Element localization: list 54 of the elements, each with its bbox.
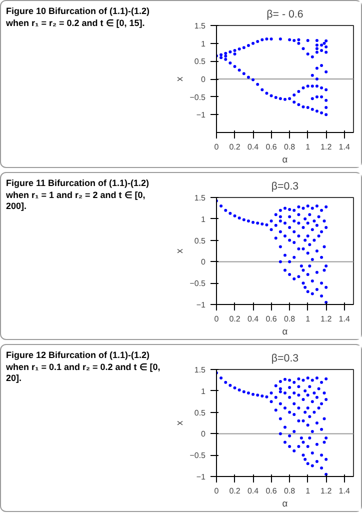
y-axis-title: x xyxy=(174,420,185,426)
x-tick-label: 1.4 xyxy=(338,486,350,496)
y-tick-label: 1.5 xyxy=(194,22,206,30)
y-axis-title: x xyxy=(174,76,185,82)
x-tick-label: 0.6 xyxy=(266,314,278,324)
caption: Figure 10 Bifurcation of (1.1)-(1.2) when r₁ = r₂ = 0.2 and t ∈ [0, 15]. xyxy=(6,6,151,30)
caption: Figure 12 Bifurcation of (1.1)-(1.2) when r₁ = 0.1 and r₂ = 0.2 and t ∈ [0, 20]. xyxy=(6,350,162,386)
x-axis-title: α xyxy=(282,154,288,164)
x-tick-label: 1.4 xyxy=(338,314,350,324)
x-tick-label: 0.6 xyxy=(266,142,278,152)
y-tick-label: 1 xyxy=(201,214,206,224)
chart-title: β=0.3 xyxy=(271,180,299,192)
y-tick-label: 1.5 xyxy=(194,194,206,202)
x-axis-title: α xyxy=(282,498,288,508)
x-tick-label: 1.4 xyxy=(338,142,350,152)
y-tick-label: 0 xyxy=(201,75,206,84)
x-tick-label: 0.8 xyxy=(284,142,296,152)
x-tick-label: 0 xyxy=(214,486,220,496)
y-tick-label: −1 xyxy=(196,300,206,310)
y-tick-label: 0 xyxy=(201,258,206,267)
y-tick-label: 1 xyxy=(201,386,206,396)
y-tick-label: 0 xyxy=(201,430,206,439)
x-tick-label: 1.2 xyxy=(320,314,332,324)
x-tick-label: 1.2 xyxy=(320,142,332,152)
y-tick-label: 1 xyxy=(201,39,206,48)
x-tick-label: 1.2 xyxy=(320,486,332,496)
x-tick-label: 0.2 xyxy=(229,314,241,324)
x-tick-label: 0 xyxy=(214,142,220,152)
y-tick-label: −0.5 xyxy=(190,451,206,460)
x-axis-title: α xyxy=(282,326,288,336)
x-tick-label: 1 xyxy=(306,486,311,496)
x-tick-label: 0.2 xyxy=(229,142,241,152)
x-tick-label: 1 xyxy=(306,142,311,152)
y-axis-title: x xyxy=(174,248,185,254)
x-tick-label: 0.4 xyxy=(247,142,260,152)
chart-title: β=0.3 xyxy=(271,352,299,364)
y-tick-label: 0.5 xyxy=(194,57,206,66)
y-tick-label: 1.5 xyxy=(194,366,206,374)
x-tick-label: 0.8 xyxy=(284,486,296,496)
y-tick-label: 0.5 xyxy=(194,408,206,418)
y-tick-label: −0.5 xyxy=(190,279,206,288)
y-tick-label: −0.5 xyxy=(190,92,206,102)
chart-title: β= - 0.6 xyxy=(266,8,304,20)
x-tick-label: 0.2 xyxy=(229,486,241,496)
x-tick-label: 0.8 xyxy=(284,314,296,324)
x-tick-label: 1 xyxy=(306,314,311,324)
x-tick-label: 0.4 xyxy=(247,314,260,324)
y-tick-label: −1 xyxy=(196,110,206,120)
caption: Figure 11 Bifurcation of (1.1)-(1.2) when r₁ = 1 and r₂ = 2 and t ∈ [0, 200]. xyxy=(6,178,150,214)
x-tick-label: 0.6 xyxy=(266,486,278,496)
y-tick-label: −1 xyxy=(196,472,206,482)
x-tick-label: 0.4 xyxy=(247,486,260,496)
x-tick-label: 0 xyxy=(214,314,220,324)
y-tick-label: 0.5 xyxy=(194,236,206,246)
